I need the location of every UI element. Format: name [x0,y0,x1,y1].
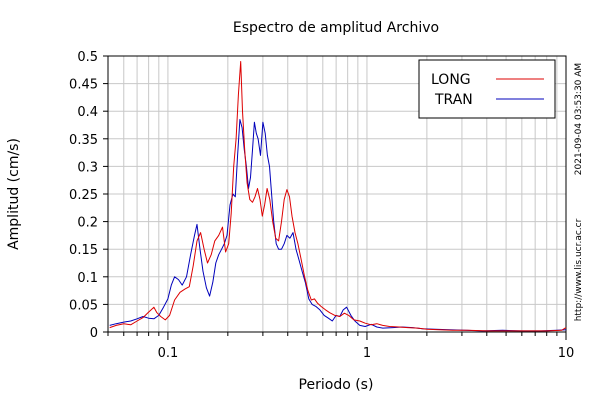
gridlines [108,56,566,332]
series-line-tran [109,119,567,332]
y-tick-label: 0.4 [77,105,98,120]
axis-ticks: 0 0.05 0.1 0.15 0.2 0.25 0.3 0.35 0.4 0.45 0.5 0.1 1… [69,50,574,361]
series-lines [109,61,567,332]
y-tick-label: 0.45 [69,78,98,93]
legend-label-long: LONG [431,72,471,88]
y-tick-label: 0.25 [69,188,98,203]
y-tick-label: 0.05 [69,298,98,313]
y-tick-label: 0.35 [69,133,98,148]
timestamp: 2021-09-04 03:53:30 AM [574,63,584,175]
chart-title: Espectro de amplitud Archivo [233,20,439,36]
y-tick-label: 0.15 [69,243,98,258]
y-axis-label: Amplitud (cm/s) [6,138,22,250]
y-tick-label: 0 [90,326,98,341]
series-line-long [109,61,567,332]
y-tick-label: 0.2 [77,216,98,231]
y-tick-label: 0.3 [77,160,98,175]
x-tick-label: 0.1 [158,346,179,361]
x-axis-label: Periodo (s) [299,377,374,393]
y-tick-label: 0.5 [77,50,98,65]
x-tick-label: 1 [363,346,371,361]
legend-box [418,59,556,119]
source-url: http://www.lis.ucr.ac.cr [574,218,584,321]
legend-label-tran: TRAN [434,92,473,108]
x-tick-label: 10 [558,346,575,361]
legend: LONG TRAN [418,59,556,119]
y-tick-label: 0.1 [77,271,98,286]
